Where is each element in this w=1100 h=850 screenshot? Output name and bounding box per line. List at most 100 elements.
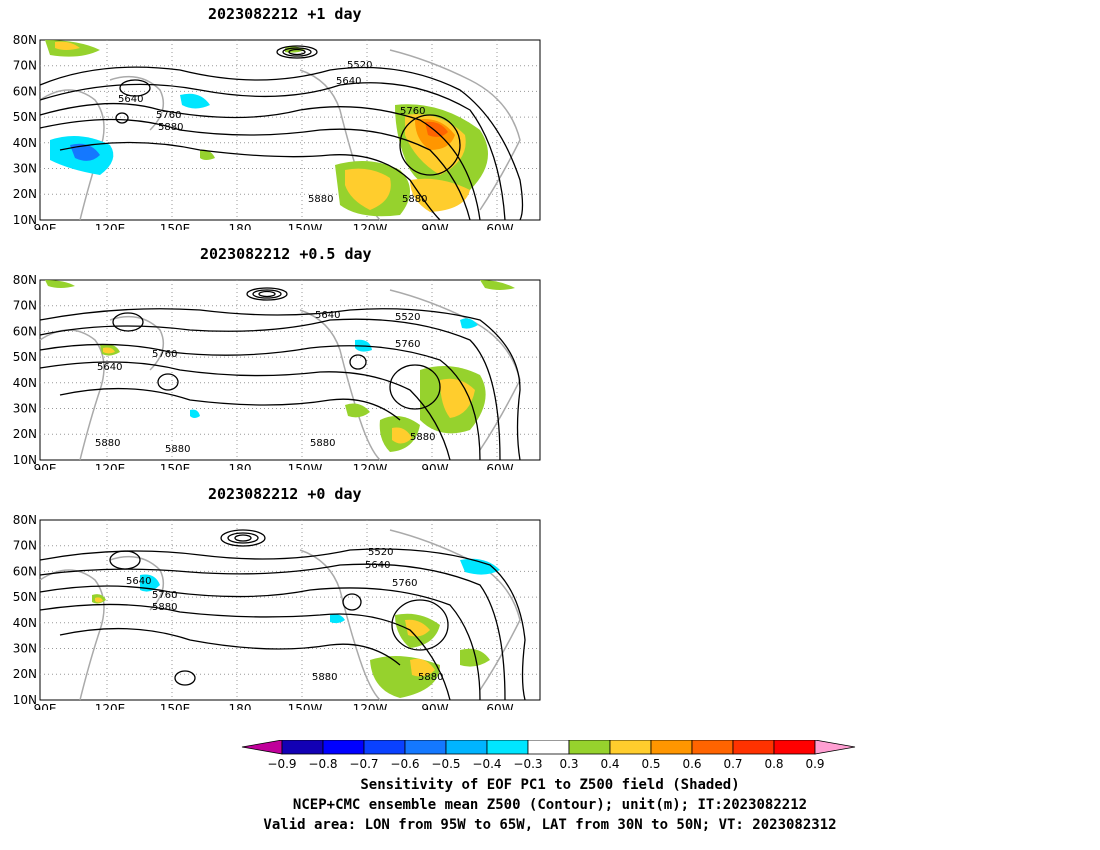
map-plot: 5520 5640 5640 5760 5760 5880 5880 5880 … [13,33,541,230]
colorbar-tick-label: −0.7 [349,757,378,770]
colorbar-tick-label: 0.7 [723,757,742,770]
coastlines [39,529,521,701]
lon-tick-label: 150E [160,702,191,710]
contour-label: 5520 [395,312,420,323]
lat-tick-label: 80N [13,273,37,287]
contour-label: 5760 [152,590,177,601]
lat-tick-label: 20N [13,187,37,201]
panel-plus-1-day: 2023082212 +1 day [0,5,560,230]
caption-line-1: Sensitivity of EOF PC1 to Z500 field (Sh… [360,777,740,793]
sensitivity-shading [45,40,488,217]
contour-label: 5760 [152,349,177,360]
lat-tick-label: 60N [13,324,37,338]
colorbar-tick-label: 0.8 [764,757,783,770]
panel-plus-0-day: 2023082212 +0 day [0,485,560,710]
lon-tick-label: 120W [353,222,388,230]
contour-label: 5640 [365,560,390,571]
colorbar-tick-label: −0.6 [390,757,419,770]
lat-tick-label: 40N [13,616,37,630]
colorbar-tick-label: −0.3 [513,757,542,770]
map-frame-group: 5520 5640 5640 5760 5760 5880 5880 5880 [39,39,541,221]
colorbar-box [241,740,283,755]
lat-tick-label: 30N [13,162,37,176]
colorbar-box [404,740,447,755]
panel-title: 2023082212 +0.5 day [200,245,372,263]
colorbar-box [322,740,365,755]
lon-tick-label: 60W [486,462,513,470]
lon-tick-label: 60W [486,222,513,230]
lat-tick-label: 40N [13,376,37,390]
lat-tick-label: 30N [13,642,37,656]
lat-tick-label: 50N [13,350,37,364]
colorbar-box [281,740,324,755]
lon-tick-label: 180 [229,702,252,710]
contour-label: 5880 [410,432,435,443]
z500-contours [39,529,526,701]
lat-tick-label: 80N [13,33,37,47]
contour-labels: 5640 5520 5760 5640 5760 5880 5880 5880 … [95,310,435,455]
colorbar-tick-label: 0.6 [682,757,701,770]
lon-tick-label: 180 [229,462,252,470]
map-frame [39,519,541,701]
caption-line-3: Valid area: LON from 95W to 65W, LAT fro… [263,817,837,833]
contour-label: 5760 [400,106,425,117]
map-plot: 5640 5520 5760 5640 5760 5880 5880 5880 … [13,273,541,470]
contour-label: 5880 [310,438,335,449]
colorbar-box [363,740,406,755]
lon-tick-label: 120E [95,702,126,710]
map-frame-group: 5640 5520 5760 5640 5760 5880 5880 5880 … [39,279,541,461]
colorbar-box [609,740,652,755]
contour-label: 5880 [158,122,183,133]
lat-tick-label: 10N [13,693,37,707]
colorbar: −0.9 −0.8 −0.7 −0.6 −0.5 −0.4 −0.3 0.3 0.4 0.5 0.6… [241,740,856,770]
colorbar-tick-label: −0.8 [308,757,337,770]
colorbar-box [814,740,856,755]
contour-label: 5760 [392,578,417,589]
map-plot: 5520 5640 5640 5760 5760 5880 5880 5880 … [13,513,541,710]
contour-label: 5520 [368,547,393,558]
lat-tick-label: 70N [13,539,37,553]
colorbar-boxes [241,740,856,755]
lat-tick-label: 30N [13,402,37,416]
lon-tick-label: 150E [160,222,191,230]
lon-tick-label: 90E [34,702,57,710]
lat-tick-label: 70N [13,299,37,313]
lat-tick-label: 50N [13,110,37,124]
colorbar-box [650,740,693,755]
map-frame-group: 5520 5640 5640 5760 5760 5880 5880 5880 [39,519,541,701]
contour-labels: 5520 5640 5640 5760 5760 5880 5880 5880 [126,547,443,683]
lon-tick-label: 60W [486,702,513,710]
contour-label: 5880 [165,444,190,455]
lon-tick-label: 90E [34,222,57,230]
contour-label: 5880 [95,438,120,449]
contour-label: 5640 [315,310,340,321]
contour-label: 5640 [118,94,143,105]
lon-tick-label: 120E [95,462,126,470]
lat-tick-label: 20N [13,667,37,681]
panel-plus-0.5-day: 2023082212 +0.5 day [0,245,560,470]
lon-tick-label: 150W [288,702,323,710]
colorbar-box [486,740,529,755]
contour-label: 5760 [395,339,420,350]
lon-tick-label: 90W [421,222,448,230]
lon-tick-label: 150W [288,222,323,230]
contour-label: 5880 [402,194,427,205]
colorbar-box [445,740,488,755]
panel-title: 2023082212 +0 day [208,485,362,503]
contour-label: 5640 [97,362,122,373]
colorbar-box [568,740,611,755]
lon-tick-label: 180 [229,222,252,230]
lon-tick-label: 120W [353,702,388,710]
lon-tick-label: 150W [288,462,323,470]
contour-label: 5520 [347,60,372,71]
sensitivity-shading [45,280,515,452]
contour-label: 5640 [336,76,361,87]
gridlines [40,520,540,700]
colorbar-box [527,740,570,755]
z500-contours [39,45,524,221]
lat-tick-label: 20N [13,427,37,441]
lat-tick-label: 10N [13,213,37,227]
